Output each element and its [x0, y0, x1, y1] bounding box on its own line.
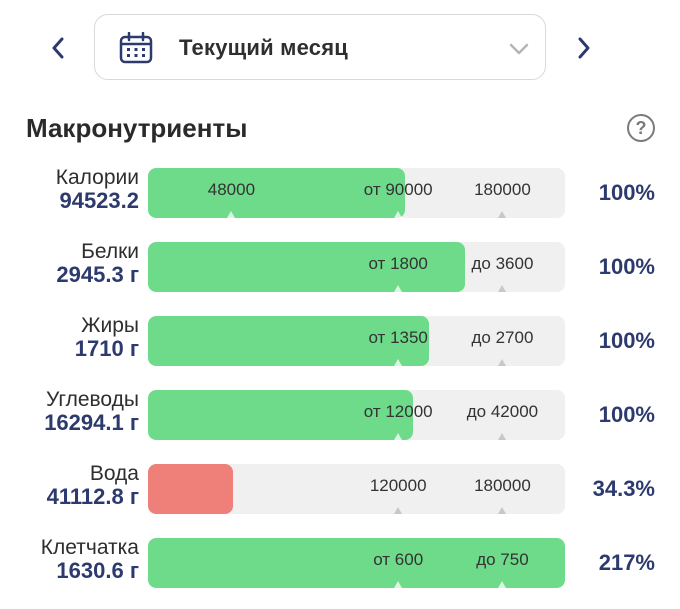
- range-mark-label: 180000: [474, 476, 531, 495]
- nutrient-name: Углеводы: [45, 388, 139, 411]
- chevron-left-icon: [52, 37, 64, 59]
- nutrient-progress-fill: [148, 464, 234, 514]
- nutrient-value: 2945.3 г: [56, 262, 139, 287]
- range-mark-label: от 1350: [368, 328, 428, 347]
- nutrient-row[interactable]: Вода 41112.8 г 120000 180000 34.3%: [0, 462, 680, 518]
- nutrient-progress-fill: [148, 316, 430, 366]
- range-tick: [498, 285, 507, 292]
- calendar-icon: [119, 32, 153, 64]
- nutrient-percent: 217%: [598, 550, 655, 575]
- nutrient-value: 1630.6 г: [56, 558, 139, 583]
- range-mark-label: от 600: [373, 550, 424, 569]
- nutrient-name: Калории: [55, 166, 139, 189]
- nutrient-name: Клетчатка: [40, 536, 139, 559]
- nutrient-progress-fill: [148, 390, 413, 440]
- range-mark-label: 48000: [207, 180, 256, 199]
- nutrient-progress-bar: от 1350 до 2700: [148, 316, 565, 366]
- range-mark-label: от 90000: [363, 180, 433, 199]
- nutrient-progress-fill: [148, 538, 565, 588]
- period-selector[interactable]: Текущий месяц: [94, 14, 546, 80]
- range-mark-label: 180000: [474, 180, 531, 199]
- range-tick: [498, 211, 507, 218]
- range-mark-label: до 42000: [466, 402, 539, 421]
- range-tick: [394, 285, 403, 292]
- range-mark-label: от 12000: [363, 402, 433, 421]
- nutrient-progress-fill: [148, 242, 465, 292]
- nutrient-progress-bar: от 12000 до 42000: [148, 390, 565, 440]
- range-tick: [394, 433, 403, 440]
- section-title: Макронутриенты: [26, 113, 248, 143]
- nutrient-percent: 100%: [598, 402, 655, 427]
- range-tick: [227, 211, 236, 218]
- nutrient-row[interactable]: Углеводы 16294.1 г от 12000 до 42000 100%: [0, 388, 680, 444]
- nutrient-progress-bar: 120000 180000: [148, 464, 565, 514]
- range-tick: [394, 211, 403, 218]
- range-tick: [498, 433, 507, 440]
- chevron-down-icon: [509, 43, 529, 55]
- period-label: Текущий месяц: [179, 35, 348, 60]
- next-period-button[interactable]: [564, 26, 604, 70]
- range-mark-label: до 750: [476, 550, 529, 569]
- nutrient-value: 41112.8 г: [46, 484, 139, 509]
- range-mark-label: 120000: [369, 476, 427, 495]
- prev-period-button[interactable]: [38, 26, 78, 70]
- nutrient-row[interactable]: Белки 2945.3 г от 1800 до 3600 100%: [0, 240, 680, 296]
- nutrient-name: Вода: [89, 462, 139, 485]
- range-tick: [394, 507, 403, 514]
- nutrient-progress-bar: от 600 до 750: [148, 538, 565, 588]
- range-tick: [394, 359, 403, 366]
- chevron-right-icon: [578, 37, 590, 59]
- nutrient-row[interactable]: Клетчатка 1630.6 г от 600 до 750 217%: [0, 536, 680, 592]
- nutrient-percent: 100%: [598, 328, 655, 353]
- nutrient-percent: 100%: [598, 254, 655, 279]
- nutrient-progress-bar: от 1800 до 3600: [148, 242, 565, 292]
- nutrient-progress-bar: 48000 от 90000 180000: [148, 168, 565, 218]
- help-icon[interactable]: ?: [627, 114, 655, 142]
- nutrient-value: 1710 г: [74, 336, 139, 361]
- range-tick: [498, 359, 507, 366]
- nutrient-name: Жиры: [81, 314, 139, 337]
- range-tick: [498, 581, 507, 588]
- nutrient-percent: 34.3%: [592, 476, 655, 501]
- nutrient-row[interactable]: Калории 94523.2 48000 от 90000 180000 100%: [0, 166, 680, 222]
- nutrient-value: 16294.1 г: [44, 410, 139, 435]
- nutrient-name: Белки: [81, 240, 139, 263]
- range-mark-label: до 2700: [471, 328, 534, 347]
- nutrient-value: 94523.2: [59, 188, 139, 213]
- range-mark-label: до 3600: [471, 254, 534, 273]
- range-mark-label: от 1800: [368, 254, 428, 273]
- nutrient-percent: 100%: [598, 180, 655, 205]
- nutrient-progress-fill: [148, 168, 405, 218]
- range-tick: [394, 581, 403, 588]
- range-tick: [498, 507, 507, 514]
- nutrient-row[interactable]: Жиры 1710 г от 1350 до 2700 100%: [0, 314, 680, 370]
